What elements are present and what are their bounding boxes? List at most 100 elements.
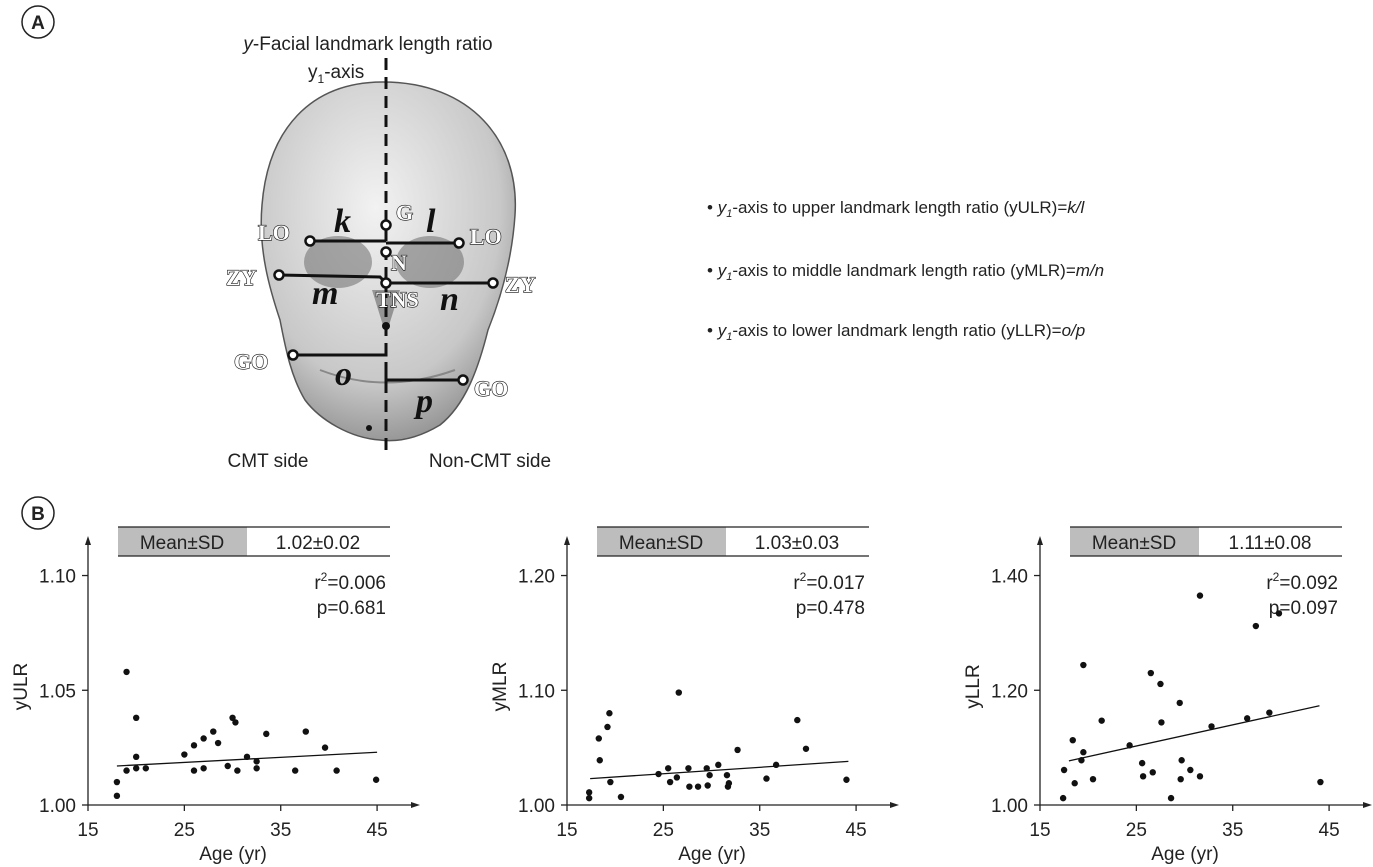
y-tick-label: 1.00	[518, 796, 555, 817]
point	[706, 772, 712, 778]
point	[734, 747, 740, 753]
y-tick-label: 1.40	[991, 567, 1028, 588]
point	[1276, 610, 1282, 616]
side-label: Non-CMT side	[429, 451, 551, 472]
point	[794, 717, 800, 723]
panel-label: B	[31, 504, 45, 525]
point	[123, 767, 129, 773]
point	[1157, 681, 1163, 687]
point	[1071, 780, 1077, 786]
point	[1208, 723, 1214, 729]
point	[686, 783, 692, 789]
segment-label: l	[426, 203, 436, 240]
segment-label: n	[440, 281, 459, 318]
point	[1150, 769, 1156, 775]
stat-value: 1.02±0.02	[276, 533, 360, 554]
point	[225, 763, 231, 769]
y-tick-label: 1.20	[518, 567, 555, 588]
x-tick-label: 35	[1222, 820, 1243, 841]
point	[586, 795, 592, 801]
x-tick-label: 15	[77, 820, 98, 841]
y-tick-label: 1.10	[39, 567, 76, 588]
figure: A y-Facial landmark length ratio y1-axis…	[0, 0, 1373, 867]
axis-arrow	[564, 536, 570, 545]
point	[1070, 737, 1076, 743]
point	[191, 767, 197, 773]
point	[133, 765, 139, 771]
point	[773, 762, 779, 768]
point	[244, 754, 250, 760]
point	[1080, 749, 1086, 755]
point	[704, 782, 710, 788]
p-value: p=0.478	[796, 598, 865, 619]
point	[1158, 719, 1164, 725]
point	[843, 777, 849, 783]
point	[1244, 715, 1250, 721]
y-tick-label: 1.10	[518, 681, 555, 702]
point	[1177, 776, 1183, 782]
point	[596, 735, 602, 741]
point	[114, 793, 120, 799]
stat-header: Mean±SD	[140, 533, 224, 554]
dot	[382, 322, 390, 330]
point	[1197, 592, 1203, 598]
dot	[366, 425, 372, 431]
stat-value: 1.03±0.03	[755, 533, 839, 554]
y-axis-label: yMLR	[490, 662, 511, 712]
point	[133, 715, 139, 721]
point	[322, 744, 328, 750]
y-axis-label: yULR	[11, 663, 32, 711]
x-tick-label: 45	[846, 820, 867, 841]
point	[1317, 779, 1323, 785]
y-axis-label: yLLR	[963, 664, 984, 708]
x-tick-label: 15	[1029, 820, 1050, 841]
landmark-label: G	[396, 200, 413, 225]
point	[1178, 757, 1184, 763]
x-tick-label: 45	[1319, 820, 1340, 841]
point	[715, 762, 721, 768]
definition: • y1-axis to middle landmark length rati…	[707, 261, 1104, 283]
point	[1078, 757, 1084, 763]
point	[726, 780, 732, 786]
y-tick-label: 1.00	[991, 796, 1028, 817]
point	[1187, 767, 1193, 773]
segment-label: m	[312, 275, 338, 312]
axis-arrow	[85, 536, 91, 545]
point	[123, 669, 129, 675]
trend-line	[1069, 706, 1320, 761]
panel-a: A y-Facial landmark length ratio y1-axis…	[22, 6, 1104, 472]
x-tick-label: 15	[556, 820, 577, 841]
point	[1098, 717, 1104, 723]
stat-value: 1.11±0.08	[1229, 533, 1312, 554]
point	[181, 751, 187, 757]
r-text: =0.017	[806, 573, 865, 594]
landmark-label: GO	[474, 376, 508, 401]
point	[1140, 773, 1146, 779]
landmark-label: LO	[258, 220, 290, 245]
point	[1139, 760, 1145, 766]
landmark-label: TNS	[376, 287, 419, 312]
point	[143, 765, 149, 771]
point	[200, 765, 206, 771]
r-squared: r2=0.017	[793, 570, 865, 594]
point	[685, 765, 691, 771]
point	[676, 689, 682, 695]
x-tick-label: 45	[367, 820, 388, 841]
r-text: =0.006	[327, 573, 386, 594]
segment-label: o	[335, 356, 352, 393]
definition: • y1-axis to upper landmark length ratio…	[707, 198, 1085, 220]
landmark-label: N	[391, 250, 407, 275]
y-tick-label: 1.20	[991, 681, 1028, 702]
point	[1253, 623, 1259, 629]
point	[597, 757, 603, 763]
p-value: p=0.681	[317, 598, 386, 619]
point	[674, 774, 680, 780]
x-axis-label: Age (yr)	[1151, 844, 1219, 865]
point	[1080, 662, 1086, 668]
y-tick-label: 1.00	[39, 796, 76, 817]
point	[763, 775, 769, 781]
stat-header: Mean±SD	[619, 533, 703, 554]
point	[1060, 795, 1066, 801]
point	[604, 724, 610, 730]
point	[253, 758, 259, 764]
